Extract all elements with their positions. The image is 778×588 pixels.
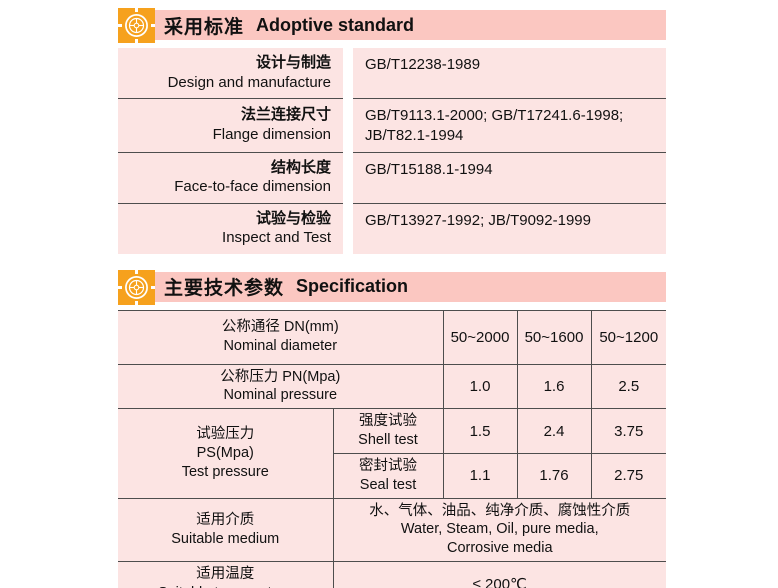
shell-test-value: 3.75 (590, 408, 667, 454)
specification-table: 公称通径 DN(mm) Nominal diameter 50~2000 50~… (118, 309, 667, 588)
standard-label-en: Face-to-face dimension (174, 178, 331, 195)
label-en: Suitable medium (171, 530, 280, 547)
column-gap (343, 203, 353, 254)
standard-value: GB/T13927-1992; JB/T9092-1999 (353, 203, 666, 254)
section-header-adoptive-standard: 采用标准 Adoptive standard (118, 8, 666, 43)
suitable-temperature-row: 适用温度 Suitable temperature ≤ 200℃ (118, 561, 667, 588)
nominal-diameter-label: 公称通径 DN(mm) Nominal diameter (118, 309, 444, 365)
seal-test-label: 密封试验 Seal test (333, 452, 444, 499)
adoptive-standard-table: 设计与制造 Design and manufacture GB/T12238-1… (118, 48, 666, 254)
label-en: Nominal pressure (223, 387, 338, 404)
standard-row-label: 试验与检验 Inspect and Test (118, 203, 343, 254)
medium-value-en: Water, Steam, Oil, pure media, Corrosive… (400, 521, 599, 557)
standard-label-zh: 法兰连接尺寸 (240, 106, 331, 124)
standard-label-zh: 试验与检验 (255, 209, 331, 227)
nominal-diameter-value: 50~1200 (590, 309, 667, 365)
shell-test-label: 强度试验 Shell test (332, 408, 444, 454)
seal-test-row: 密封试验 Seal test 1.1 1.76 2.75 (118, 452, 667, 499)
seal-test-value: 1.76 (516, 452, 592, 499)
standard-label-zh: 结构长度 (270, 158, 331, 176)
standard-value: GB/T9113.1-2000; GB/T17241.6-1998; JB/T8… (353, 99, 666, 153)
section-title: 采用标准 Adoptive standard (164, 10, 414, 40)
label-en: Shell test (358, 432, 418, 449)
column-gap (343, 48, 353, 99)
column-gap (343, 99, 353, 153)
label-zh: 试验压力 (196, 426, 255, 443)
nominal-pressure-row: 公称压力 PN(Mpa) Nominal pressure 1.0 1.6 2.… (118, 363, 667, 410)
company-logo-icon (118, 269, 155, 305)
standard-row-label: 结构长度 Face-to-face dimension (118, 152, 343, 204)
standard-row-label: 法兰连接尺寸 Flange dimension (118, 99, 343, 153)
label-en: Nominal diameter (223, 338, 338, 354)
section-header-specification: 主要技术参数 Specification (118, 269, 666, 305)
test-pressure-label: 试验压力 PS(Mpa) Test pressure (118, 408, 334, 499)
standard-label-en: Design and manufacture (167, 73, 331, 91)
label-zh: 强度试验 (359, 413, 417, 430)
shell-test-value: 1.5 (442, 408, 518, 454)
label-en: Test pressure (181, 463, 269, 480)
section-title-zh: 主要技术参数 (164, 278, 285, 299)
nominal-pressure-value: 1.6 (516, 363, 592, 410)
section-title: 主要技术参数 Specification (164, 272, 408, 302)
standard-label-en: Inspect and Test (222, 229, 331, 246)
label-code: PS(Mpa) (196, 444, 254, 461)
seal-test-value: 2.75 (590, 452, 667, 499)
nominal-diameter-value: 50~1600 (516, 309, 592, 365)
header-band (118, 271, 666, 302)
suitable-temperature-value: ≤ 200℃ (332, 561, 667, 588)
suitable-medium-label: 适用介质 Suitable medium (118, 497, 334, 563)
standard-value: GB/T15188.1-1994 (353, 152, 666, 204)
standard-label-zh: 设计与制造 (255, 54, 331, 71)
label-zh: 适用温度 (196, 566, 255, 583)
column-gap (343, 152, 353, 204)
label-zh: 密封试验 (359, 457, 417, 474)
section-title-zh: 采用标准 (164, 16, 245, 38)
nominal-diameter-value: 50~2000 (442, 309, 518, 365)
seal-test-value: 1.1 (442, 452, 518, 499)
suitable-temperature-label: 适用温度 Suitable temperature (118, 561, 334, 588)
standard-label-en: Flange dimension (212, 125, 331, 143)
standard-value: GB/T12238-1989 (353, 48, 666, 99)
label-zh: 适用介质 (196, 511, 255, 528)
medium-value-zh: 水、气体、油品、纯净介质、腐蚀性介质 (369, 502, 631, 519)
content-column: 采用标准 Adoptive standard 设计与制造 Design and … (118, 8, 667, 588)
nominal-diameter-row: 公称通径 DN(mm) Nominal diameter 50~2000 50~… (118, 309, 667, 365)
shell-test-value: 2.4 (516, 408, 592, 454)
header-band (118, 10, 666, 40)
nominal-pressure-value: 1.0 (442, 363, 518, 410)
nominal-pressure-label: 公称压力 PN(Mpa) Nominal pressure (118, 363, 444, 410)
section-title-en: Adoptive standard (256, 14, 415, 35)
label-en: Seal test (359, 476, 417, 493)
standard-row-label: 设计与制造 Design and manufacture (118, 48, 343, 99)
label-zh: 公称通径 DN(mm) (221, 319, 339, 336)
nominal-pressure-value: 2.5 (590, 363, 667, 410)
section-title-en: Specification (296, 276, 409, 296)
label-en: Suitable temperature (120, 584, 331, 588)
shell-test-row: 试验压力 PS(Mpa) Test pressure 强度试验 Shell te… (118, 408, 667, 499)
company-logo-icon (118, 8, 155, 43)
suitable-medium-value: 水、气体、油品、纯净介质、腐蚀性介质 Water, Steam, Oil, pu… (332, 497, 667, 563)
label-zh: 公称压力 PN(Mpa) (220, 368, 341, 385)
suitable-medium-row: 适用介质 Suitable medium 水、气体、油品、纯净介质、腐蚀性介质 … (118, 497, 667, 563)
